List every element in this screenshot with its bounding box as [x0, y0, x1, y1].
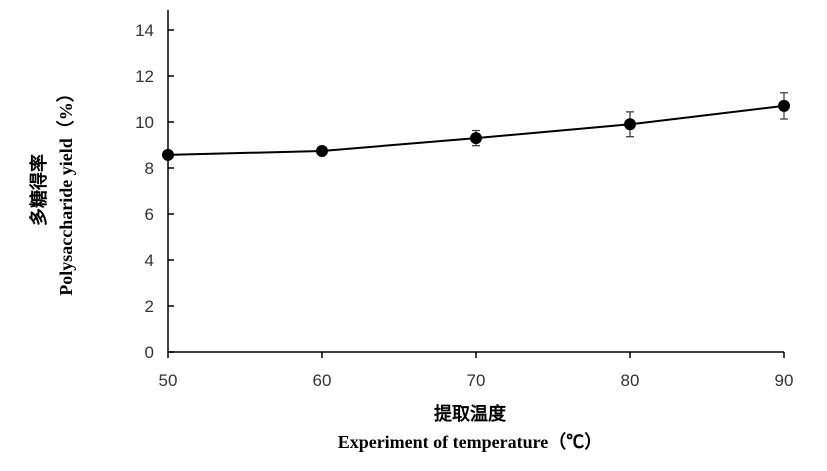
x-tick-label: 80 — [621, 371, 640, 390]
data-point — [470, 132, 482, 145]
x-axis-label-cn: 提取温度 — [434, 403, 507, 424]
x-tick-label: 90 — [775, 371, 794, 390]
data-point — [316, 144, 328, 157]
y-tick-label: 8 — [145, 159, 154, 178]
y-tick-label: 6 — [145, 205, 154, 224]
data-point — [778, 99, 790, 112]
data-point — [162, 148, 174, 161]
y-tick-label: 14 — [135, 21, 154, 40]
y-tick-label: 12 — [135, 67, 154, 86]
y-tick-label: 2 — [145, 297, 154, 316]
y-tick-label: 10 — [135, 113, 154, 132]
x-tick-label: 70 — [467, 371, 486, 390]
y-axis-label: Polysaccharide yield（%） — [56, 84, 76, 295]
y-axis-label-cn: 多糖得率 — [28, 154, 49, 226]
data-point — [624, 118, 636, 131]
y-tick-label: 0 — [145, 343, 154, 362]
y-tick-label: 4 — [145, 251, 154, 270]
x-tick-label: 60 — [313, 371, 332, 390]
x-tick-label: 50 — [159, 371, 178, 390]
x-axis-label: Experiment of temperature（℃） — [338, 432, 603, 452]
